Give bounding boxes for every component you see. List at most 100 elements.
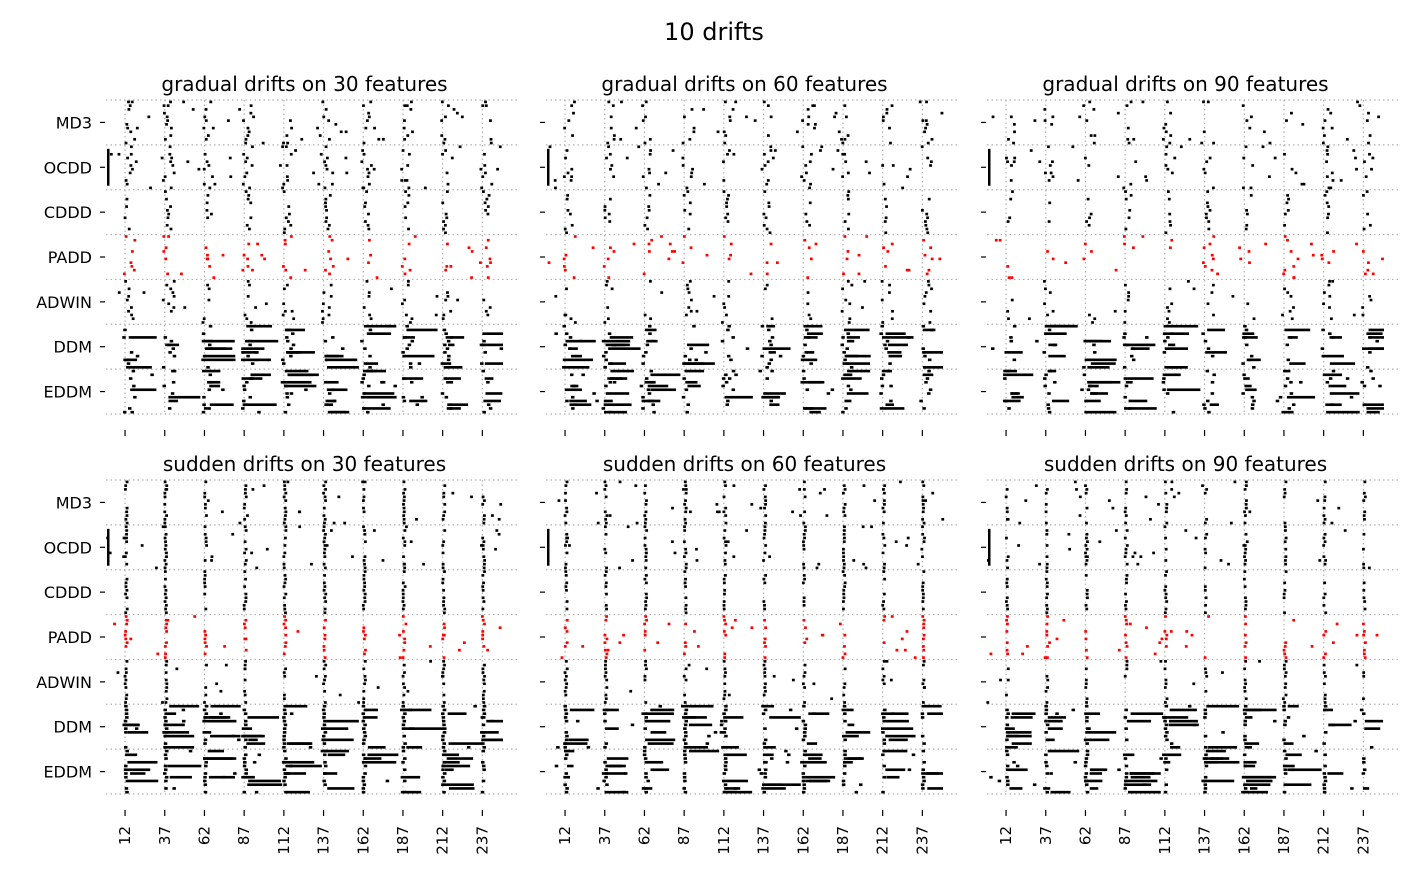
detection-mark bbox=[998, 238, 1002, 242]
detection-mark bbox=[403, 566, 407, 570]
detection-mark bbox=[670, 540, 674, 544]
detection-mark bbox=[1055, 637, 1059, 641]
detection-mark bbox=[125, 753, 129, 757]
detection-mark bbox=[223, 645, 227, 648]
detection-mark bbox=[1356, 100, 1359, 104]
detection-mark bbox=[1092, 108, 1096, 111]
detection-mark bbox=[683, 503, 687, 506]
detection-mark bbox=[841, 336, 845, 339]
detection-mark bbox=[1204, 596, 1208, 600]
detection-mark bbox=[611, 104, 615, 107]
detection-mark bbox=[905, 544, 909, 547]
detection-mark bbox=[1124, 227, 1128, 231]
detection-run bbox=[1046, 738, 1055, 742]
detection-mark bbox=[1170, 302, 1174, 306]
detection-run bbox=[400, 708, 413, 712]
detection-mark bbox=[1371, 156, 1375, 160]
detection-mark bbox=[1044, 577, 1048, 581]
detection-mark bbox=[643, 544, 647, 547]
detection-mark bbox=[283, 704, 287, 708]
detection-mark bbox=[769, 145, 773, 149]
detection-mark bbox=[571, 134, 574, 137]
detection-mark bbox=[1284, 682, 1288, 686]
detection-mark bbox=[766, 104, 770, 107]
detection-mark bbox=[367, 171, 371, 175]
detection-mark bbox=[203, 491, 207, 495]
detection-mark bbox=[1244, 514, 1247, 517]
detection-mark bbox=[286, 141, 290, 145]
detection-run bbox=[1129, 772, 1161, 775]
detection-mark bbox=[1134, 160, 1138, 164]
detection-run bbox=[808, 779, 828, 783]
detection-mark bbox=[803, 671, 807, 674]
detection-mark bbox=[722, 179, 726, 182]
detection-mark bbox=[381, 403, 385, 407]
detection-mark bbox=[164, 562, 168, 566]
detection-run bbox=[168, 395, 201, 399]
detection-mark bbox=[284, 525, 288, 529]
detection-mark bbox=[1071, 708, 1076, 712]
detection-mark bbox=[604, 351, 608, 354]
detection-mark bbox=[568, 212, 572, 216]
detection-mark bbox=[125, 510, 129, 514]
detection-mark bbox=[244, 738, 248, 742]
detection-run bbox=[762, 753, 774, 757]
detection-run bbox=[1164, 347, 1188, 350]
detection-mark bbox=[406, 689, 410, 693]
detection-run bbox=[1043, 787, 1051, 790]
detection-mark bbox=[242, 622, 246, 626]
detection-mark bbox=[573, 235, 577, 238]
detection-mark bbox=[166, 272, 170, 276]
detection-mark bbox=[1245, 212, 1249, 216]
detection-mark bbox=[1044, 373, 1048, 377]
detection-mark bbox=[434, 313, 438, 317]
detection-mark bbox=[124, 712, 129, 715]
detection-mark bbox=[1202, 130, 1206, 134]
detection-mark bbox=[764, 499, 768, 502]
detection-mark bbox=[203, 772, 208, 775]
detection-run bbox=[802, 407, 814, 410]
detection-mark bbox=[241, 407, 245, 410]
detection-run bbox=[1283, 369, 1291, 373]
detection-mark bbox=[1330, 171, 1334, 175]
detection-mark bbox=[109, 152, 113, 156]
detection-run bbox=[1047, 719, 1063, 723]
detection-mark bbox=[322, 723, 327, 727]
detection-mark bbox=[368, 313, 372, 317]
detection-mark bbox=[1238, 246, 1242, 250]
detection-mark bbox=[920, 712, 925, 715]
detection-mark bbox=[1323, 581, 1326, 585]
detection-mark bbox=[442, 693, 446, 697]
detection-mark bbox=[684, 596, 688, 600]
detection-mark bbox=[446, 358, 451, 362]
detection-mark bbox=[695, 309, 699, 313]
detection-mark bbox=[1258, 660, 1261, 663]
detection-mark bbox=[1243, 615, 1247, 618]
detection-mark bbox=[922, 506, 925, 510]
detection-mark bbox=[181, 708, 186, 712]
detection-mark bbox=[442, 667, 446, 671]
detection-mark bbox=[1124, 618, 1128, 622]
detection-mark bbox=[903, 648, 907, 652]
detection-mark bbox=[803, 495, 807, 499]
detection-run bbox=[363, 392, 395, 395]
detection-mark bbox=[1242, 544, 1246, 547]
detection-mark bbox=[566, 775, 570, 779]
detection-mark bbox=[484, 309, 488, 313]
detection-run bbox=[1287, 704, 1299, 708]
detection-mark bbox=[316, 126, 319, 130]
detection-mark bbox=[1285, 119, 1288, 122]
detection-mark bbox=[402, 514, 406, 517]
detection-mark bbox=[986, 701, 990, 704]
detection-mark bbox=[1005, 618, 1009, 622]
detection-mark bbox=[1245, 119, 1249, 122]
detection-mark bbox=[210, 555, 214, 558]
detection-run bbox=[480, 731, 499, 734]
detection-mark bbox=[1323, 704, 1328, 708]
detection-mark bbox=[1367, 111, 1370, 115]
detection-mark bbox=[842, 566, 846, 570]
detection-mark bbox=[168, 152, 172, 156]
detection-mark bbox=[862, 484, 866, 487]
detection-mark bbox=[722, 615, 726, 618]
detection-mark bbox=[1046, 686, 1050, 689]
